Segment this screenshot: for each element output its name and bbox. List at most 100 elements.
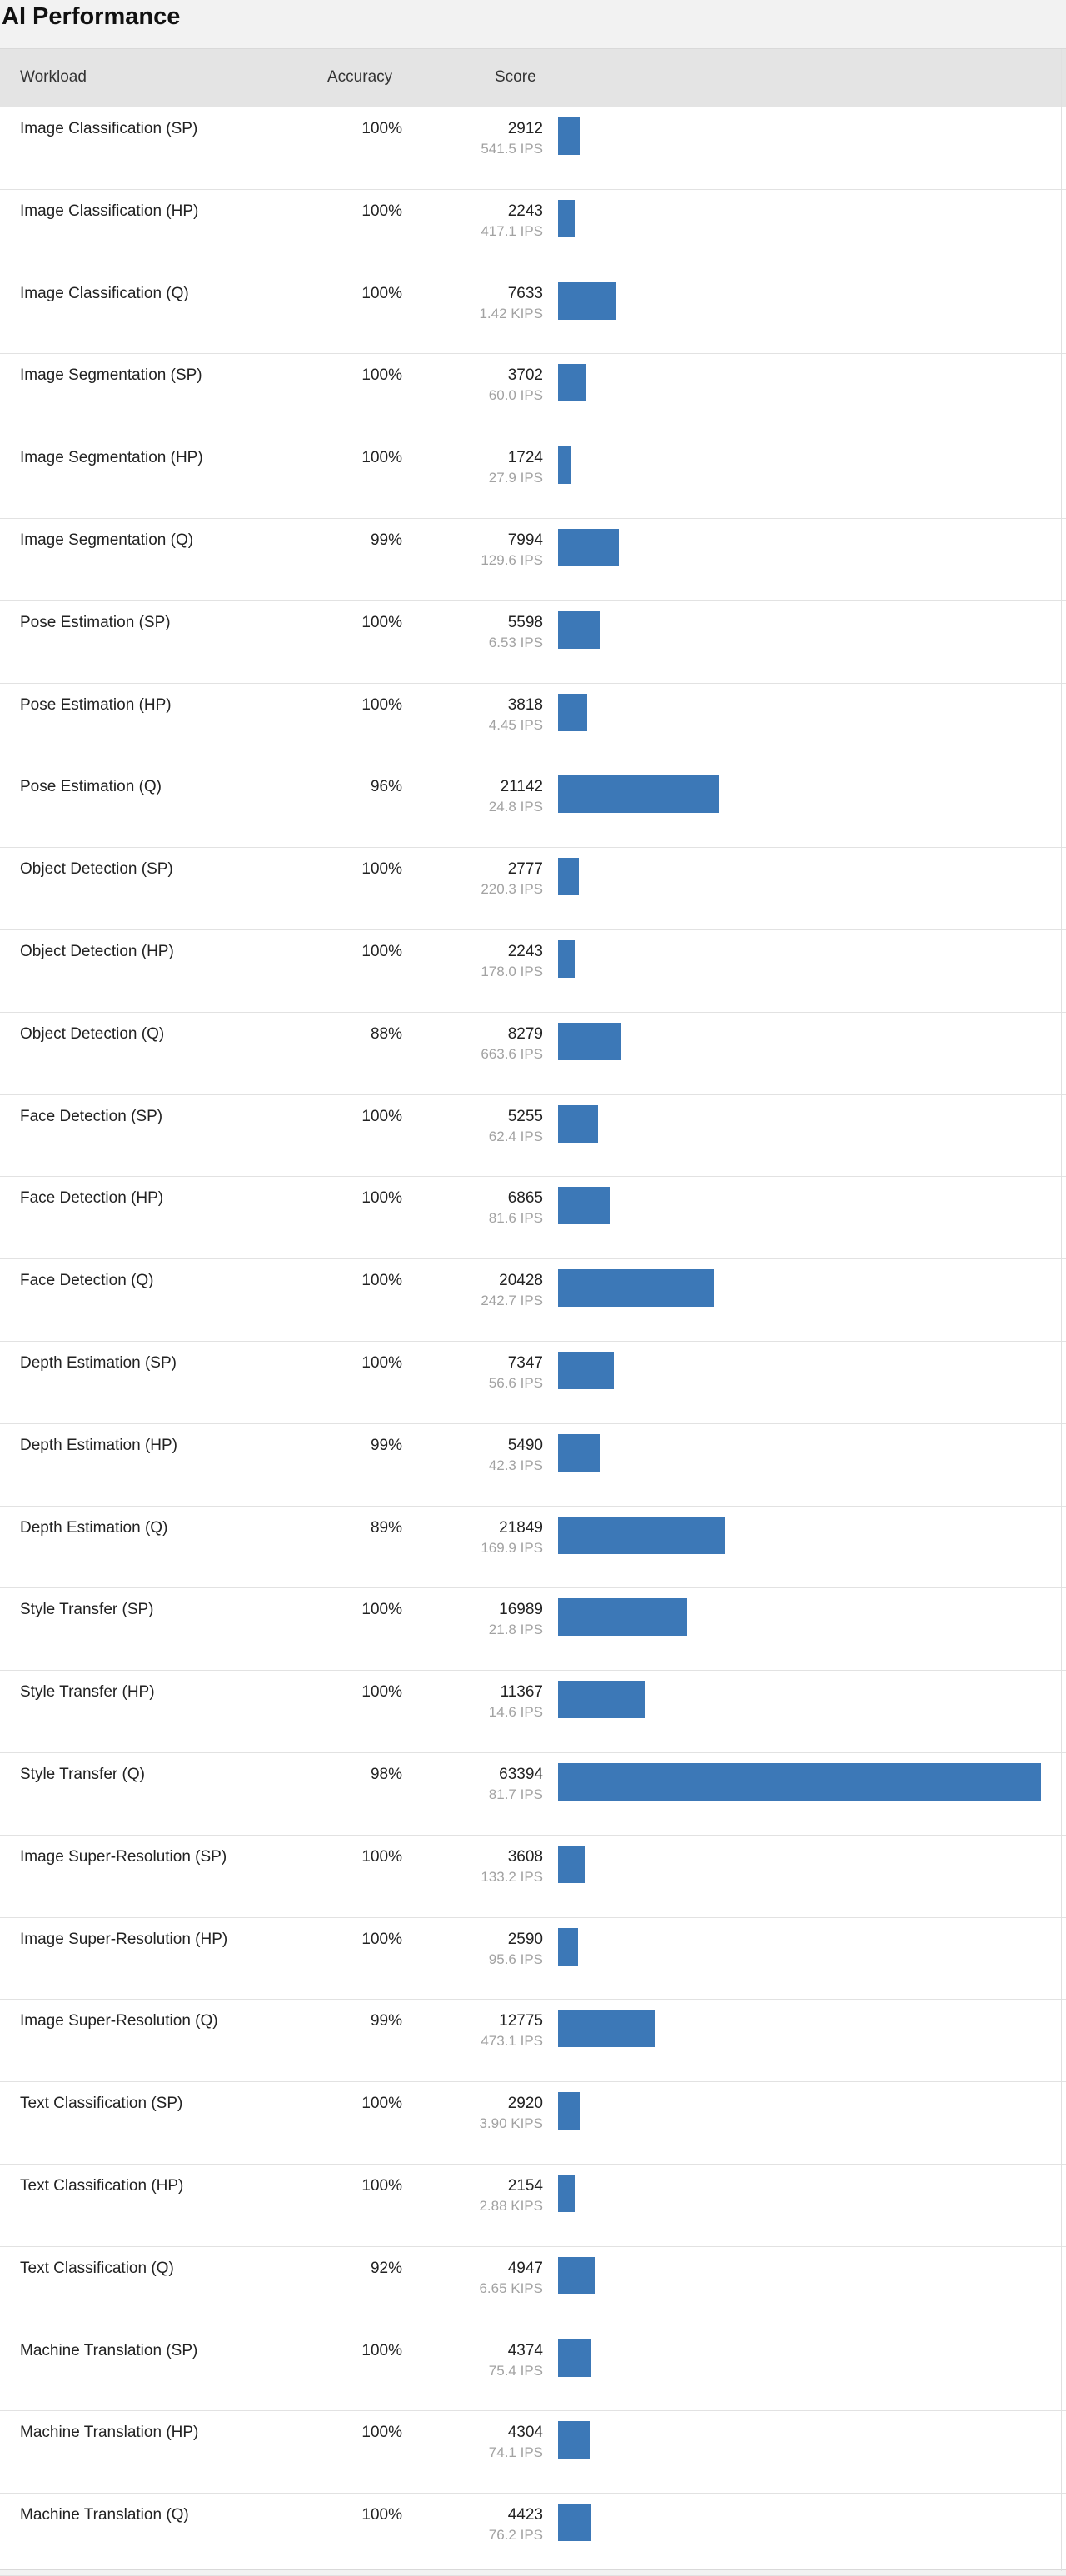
table-row: Image Segmentation (SP) 100% 3702 60.0 IPS (0, 354, 1066, 437)
throughput-value: 27.9 IPS (488, 470, 543, 486)
throughput-value: 76.2 IPS (488, 2527, 543, 2544)
score-value: 5598 (507, 613, 543, 631)
table-row: Face Detection (SP) 100% 5255 62.4 IPS (0, 1095, 1066, 1178)
table-row: Text Classification (HP) 100% 2154 2.88 KIP… (0, 2165, 1066, 2247)
workload-name: Object Detection (Q) (20, 1024, 165, 1043)
score-value: 2154 (507, 2176, 543, 2195)
score-value: 5255 (507, 1107, 543, 1125)
score-bar (558, 939, 575, 978)
workload-name: Machine Translation (HP) (20, 2424, 199, 2442)
workload-name: Image Super-Resolution (HP) (20, 1930, 228, 1948)
table-row: Object Detection (SP) 100% 2777 220.3 IPS (0, 848, 1066, 930)
throughput-value: 60.0 IPS (488, 387, 543, 404)
score-value: 4423 (507, 2506, 543, 2524)
header-workload: Workload (20, 68, 87, 86)
score-value: 7633 (507, 284, 543, 302)
accuracy-value: 100% (361, 942, 402, 960)
accuracy-value: 100% (361, 1847, 402, 1866)
throughput-value: 14.6 IPS (488, 1704, 543, 1721)
workload-name: Image Super-Resolution (Q) (20, 2012, 218, 2030)
workload-name: Depth Estimation (HP) (20, 1436, 178, 1454)
table-row: Object Detection (Q) 88% 8279 663.6 IPS (0, 1013, 1066, 1095)
score-value: 12775 (499, 2012, 543, 2030)
score-bar (558, 693, 587, 731)
accuracy-value: 100% (361, 202, 402, 220)
throughput-value: 1.42 KIPS (479, 305, 543, 321)
table-header: Workload Accuracy Score (0, 49, 1066, 107)
throughput-value: 242.7 IPS (481, 1293, 543, 1309)
table-row: Text Classification (SP) 100% 2920 3.90 KIP… (0, 2082, 1066, 2165)
accuracy-value: 100% (361, 860, 402, 879)
throughput-value: 2.88 KIPS (479, 2197, 543, 2214)
table-row: Image Super-Resolution (Q) 99% 12775 473.1 … (0, 2000, 1066, 2083)
score-bar (558, 199, 575, 237)
score-bar (558, 2421, 590, 2459)
table-row: Machine Translation (HP) 100% 4304 74.1 IPS (0, 2411, 1066, 2494)
throughput-value: 81.6 IPS (488, 1210, 543, 1227)
throughput-value: 663.6 IPS (481, 1045, 543, 1062)
accuracy-value: 100% (361, 366, 402, 385)
accuracy-value: 100% (361, 1353, 402, 1372)
score-value: 2243 (507, 942, 543, 960)
score-value: 4304 (507, 2424, 543, 2442)
accuracy-value: 88% (370, 1024, 402, 1043)
score-bar (558, 1598, 687, 1637)
workload-name: Object Detection (HP) (20, 942, 174, 960)
throughput-value: 95.6 IPS (488, 1951, 543, 1967)
workload-name: Machine Translation (Q) (20, 2506, 189, 2524)
workload-name: Text Classification (SP) (20, 2095, 183, 2113)
accuracy-value: 99% (370, 1436, 402, 1454)
accuracy-value: 96% (370, 778, 402, 796)
accuracy-value: 89% (370, 1518, 402, 1537)
table-row: Image Classification (HP) 100% 2243 417.1 I… (0, 190, 1066, 272)
table-row: Style Transfer (HP) 100% 11367 14.6 IPS (0, 1671, 1066, 1753)
table-row: Image Segmentation (Q) 99% 7994 129.6 IPS (0, 519, 1066, 601)
score-value: 6865 (507, 1189, 543, 1208)
throughput-value: 24.8 IPS (488, 799, 543, 815)
score-bar (558, 528, 619, 566)
table-row: Object Detection (HP) 100% 2243 178.0 IPS (0, 930, 1066, 1013)
accuracy-value: 100% (361, 613, 402, 631)
workload-name: Face Detection (SP) (20, 1107, 163, 1125)
table-row: Depth Estimation (HP) 99% 5490 42.3 IPS (0, 1424, 1066, 1507)
workload-name: Depth Estimation (SP) (20, 1353, 177, 1372)
table-row: Image Segmentation (HP) 100% 1724 27.9 IPS (0, 436, 1066, 519)
throughput-value: 42.3 IPS (488, 1457, 543, 1473)
workload-name: Image Segmentation (Q) (20, 531, 194, 549)
accuracy-value: 100% (361, 1601, 402, 1619)
table-row: Machine Translation (SP) 100% 4374 75.4 IPS (0, 2329, 1066, 2412)
table-row: Text Classification (Q) 92% 4947 6.65 KIPS (0, 2247, 1066, 2329)
workload-name: Image Super-Resolution (SP) (20, 1847, 227, 1866)
score-bar (558, 1269, 714, 1308)
workload-name: Depth Estimation (Q) (20, 1518, 168, 1537)
score-bar (558, 1433, 600, 1472)
throughput-value: 417.1 IPS (481, 222, 543, 239)
workload-name: Machine Translation (SP) (20, 2341, 198, 2359)
score-value: 4947 (507, 2259, 543, 2277)
score-bar (558, 1187, 610, 1225)
accuracy-value: 98% (370, 1765, 402, 1783)
throughput-value: 81.7 IPS (488, 1786, 543, 1802)
table-row: Depth Estimation (SP) 100% 7347 56.6 IPS (0, 1342, 1066, 1424)
workload-name: Pose Estimation (Q) (20, 778, 162, 796)
workload-name: Text Classification (HP) (20, 2176, 184, 2195)
workload-name: Style Transfer (Q) (20, 1765, 145, 1783)
workload-name: Image Classification (SP) (20, 120, 198, 137)
accuracy-value: 100% (361, 1189, 402, 1208)
table-body: Image Classification (SP) 100% 2912 541.5 I… (0, 107, 1066, 2576)
table-row: Face Detection (Q) 100% 20428 242.7 IPS (0, 1259, 1066, 1342)
score-value: 5490 (507, 1436, 543, 1454)
score-bar (558, 775, 719, 814)
workload-name: Face Detection (Q) (20, 1272, 154, 1290)
accuracy-value: 100% (361, 2176, 402, 2195)
workload-name: Style Transfer (HP) (20, 1683, 155, 1702)
accuracy-value: 100% (361, 284, 402, 302)
score-value: 21142 (500, 778, 543, 796)
score-value: 3818 (507, 695, 543, 714)
throughput-value: 220.3 IPS (481, 881, 543, 898)
score-value: 2920 (507, 2095, 543, 2113)
table-row: Pose Estimation (HP) 100% 3818 4.45 IPS (0, 684, 1066, 766)
throughput-value: 473.1 IPS (481, 2033, 543, 2050)
score-bar (558, 364, 586, 402)
score-bar (558, 1516, 725, 1554)
